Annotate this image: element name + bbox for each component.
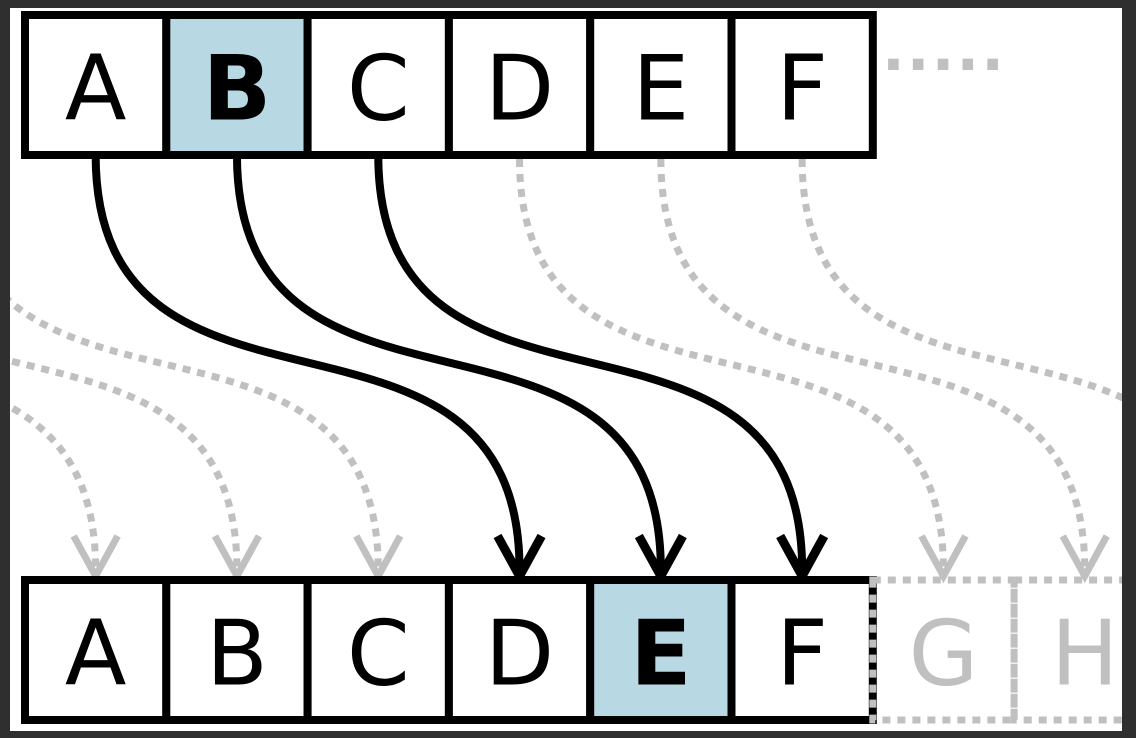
- faded-incoming-arrow: [10, 296, 382, 571]
- faded-shift-arrow-f: [798, 158, 1122, 402]
- faded-shift-arrow-d: [516, 158, 947, 571]
- faded-arrowhead-icon: [918, 534, 969, 584]
- top-cell-d: [444, 11, 595, 159]
- bottom-faded-letter-h: H: [1051, 602, 1119, 707]
- bottom-faded-cell-g: [869, 576, 1018, 724]
- bottom-letter-a: A: [65, 602, 127, 707]
- top-cell-f: [727, 11, 877, 159]
- bottom-cell-f: [727, 576, 877, 724]
- top-letter-e: E: [632, 37, 689, 142]
- top-letter-c: C: [347, 37, 410, 142]
- continuation-ellipsis: .....: [882, 15, 1006, 85]
- faded-arrowhead-icon: [1059, 534, 1110, 584]
- top-letter-d: D: [485, 37, 554, 142]
- shift-arrow-b: [232, 154, 665, 571]
- bottom-letter-f: F: [776, 602, 828, 707]
- bottom-letter-d: D: [485, 602, 554, 707]
- shift-arrow-a: [91, 154, 524, 571]
- faded-incoming-arrow: [10, 402, 100, 571]
- bottom-cell-e: [586, 576, 736, 724]
- bottom-cell-d: [444, 576, 595, 724]
- bottom-cell-c: [303, 576, 453, 724]
- bottom-letter-b: B: [206, 602, 268, 707]
- faded-shift-arrow-e: [657, 158, 1089, 571]
- bottom-letter-e: E: [630, 602, 691, 707]
- top-cell-e: [586, 11, 736, 159]
- shift-arrow-c: [374, 154, 807, 571]
- top-letter-b: B: [203, 37, 272, 142]
- bottom-faded-letter-g: G: [909, 602, 979, 707]
- shift-arrows: [91, 154, 829, 586]
- bottom-faded-cell-h: [1010, 576, 1122, 724]
- top-letter-f: F: [776, 37, 828, 142]
- faded-incoming-arrow: [10, 357, 241, 571]
- bottom-letter-c: C: [347, 602, 410, 707]
- bottom-cell-a: [21, 576, 171, 724]
- top-letter-a: A: [65, 37, 127, 142]
